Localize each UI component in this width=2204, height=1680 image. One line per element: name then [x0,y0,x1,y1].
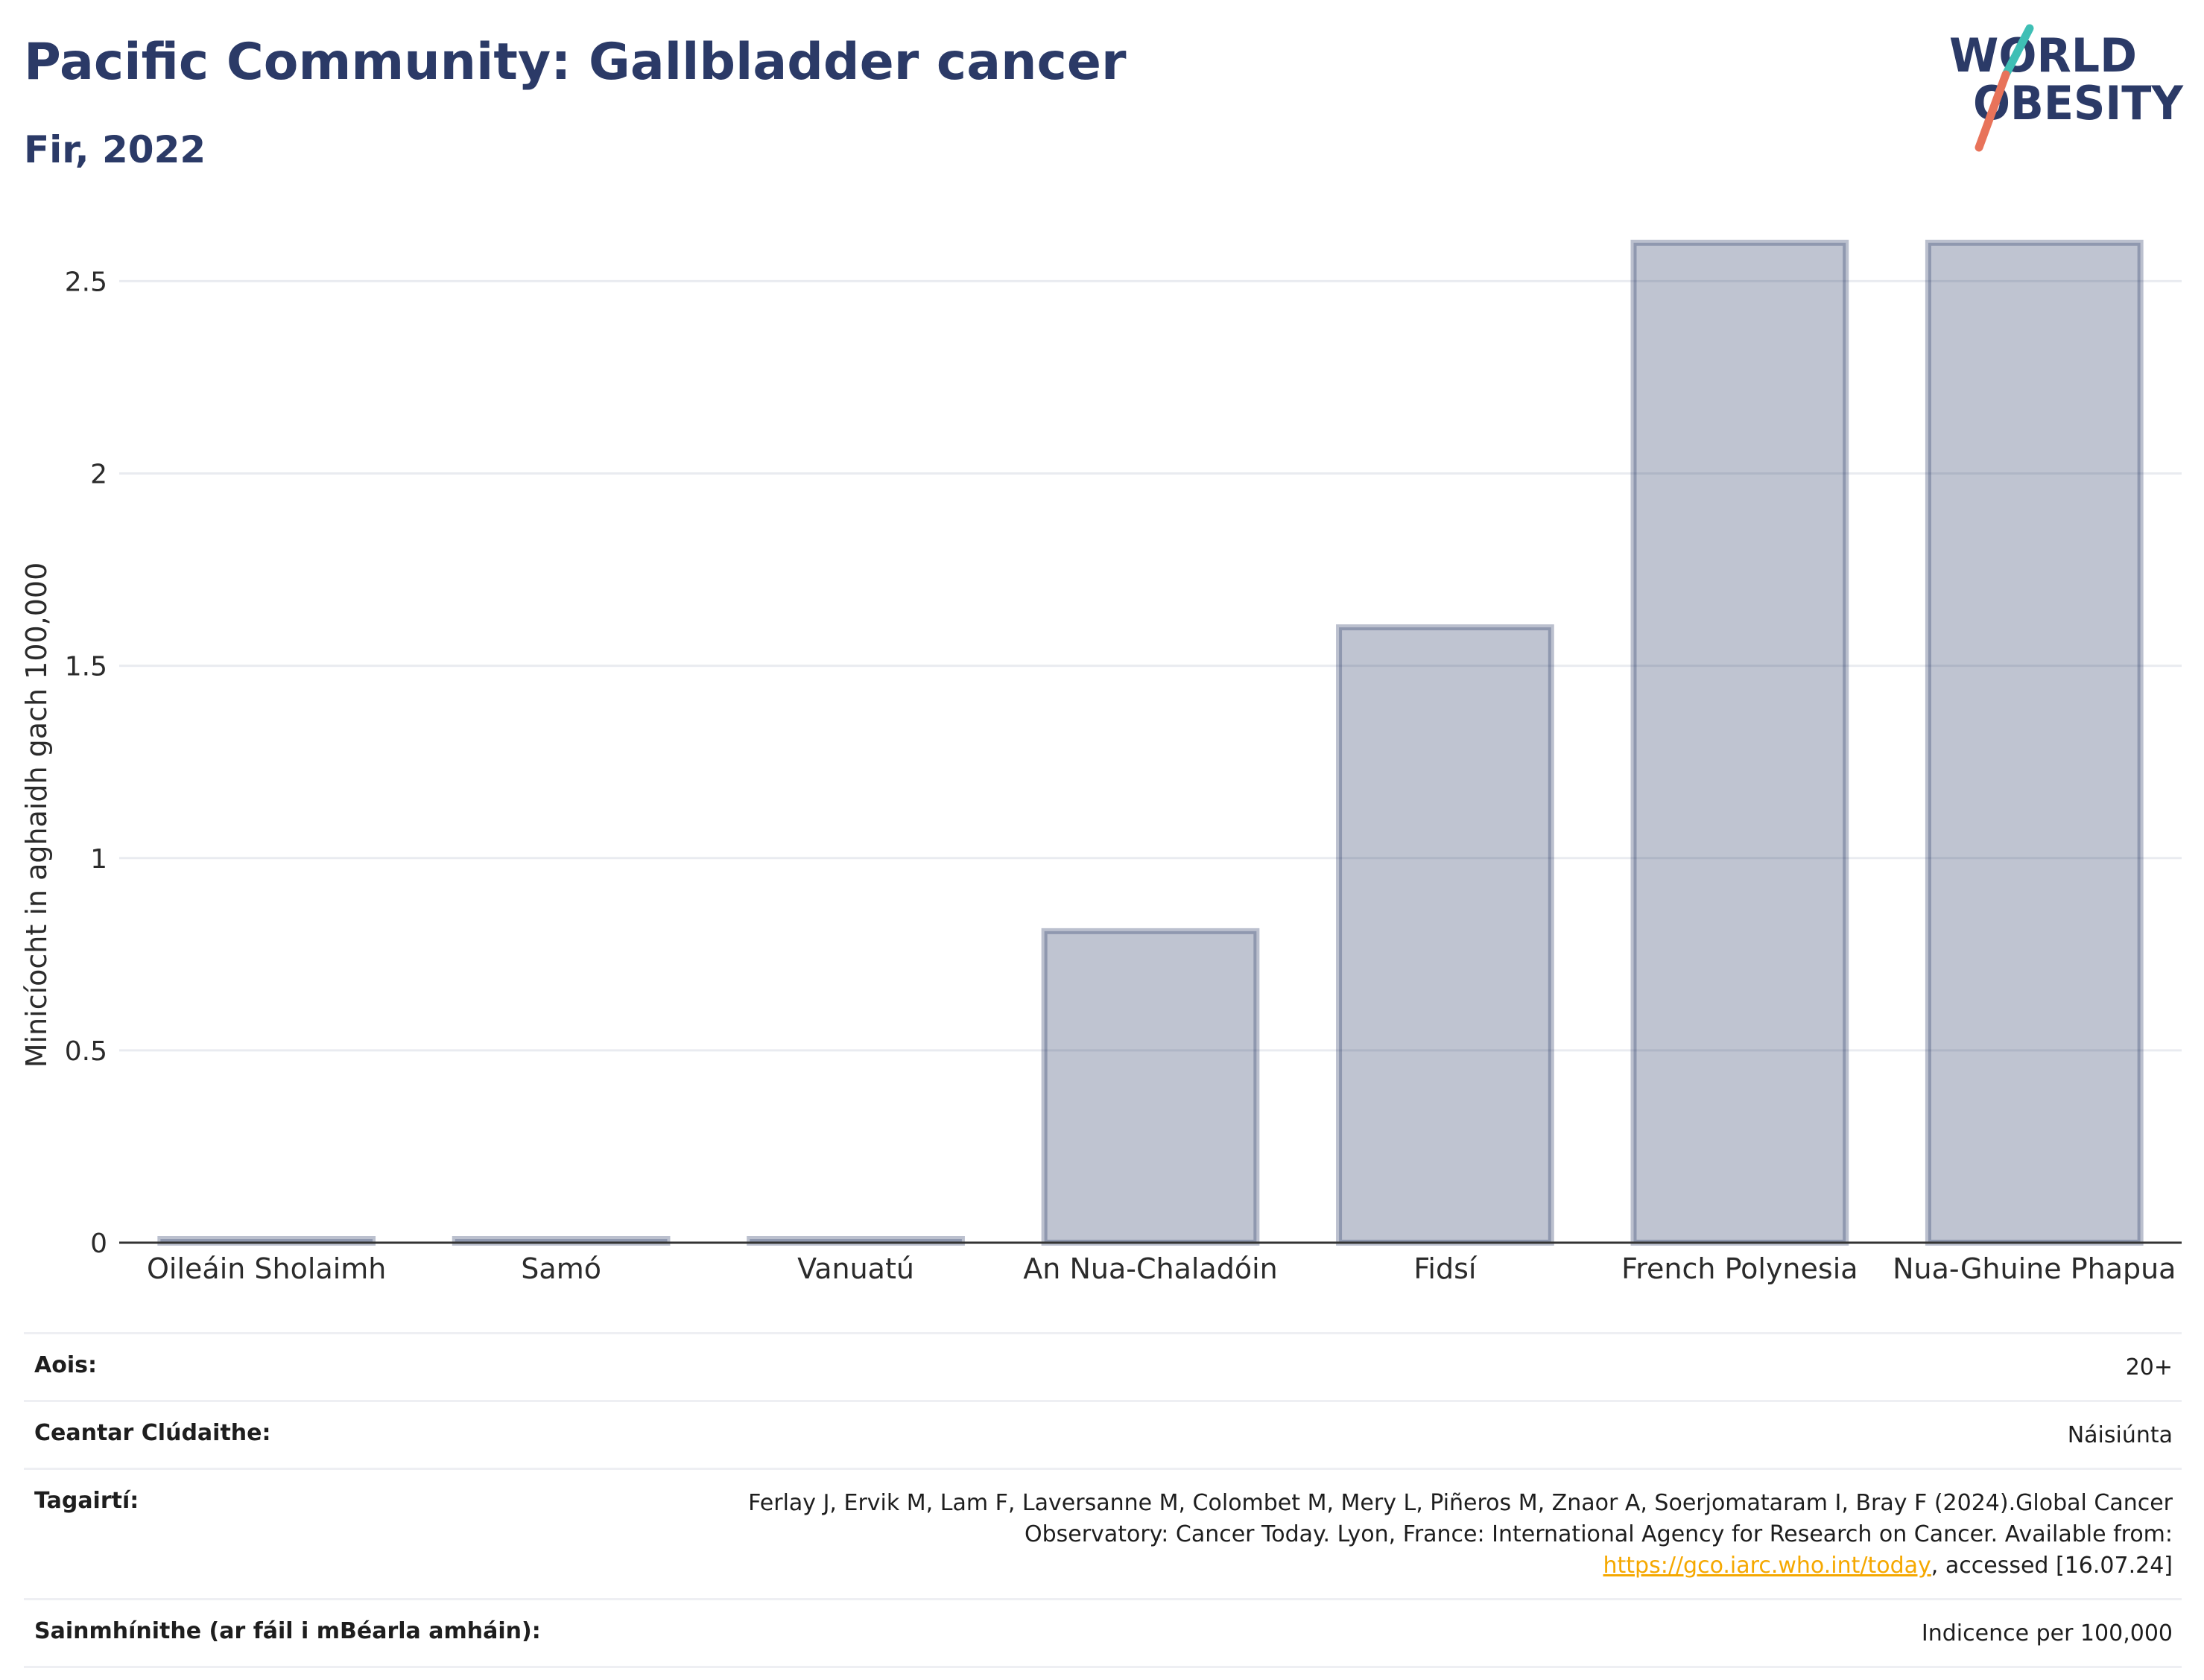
x-tick-label: Nua-Ghuine Phapua [1893,1252,2176,1285]
info-row-references: Tagairtí: Ferlay J, Ervik M, Lam F, Lave… [24,1468,2182,1598]
info-row-age: Aois: 20+ [24,1332,2182,1400]
bars [157,239,2144,1246]
bar[interactable] [1336,624,1554,1246]
bar[interactable] [1630,239,1849,1246]
x-tick-label: Samó [521,1252,601,1285]
age-value: 20+ [2125,1354,2173,1381]
references-value: Ferlay J, Ervik M, Lam F, Laversanne M, … [683,1488,2173,1582]
definitions-label: Sainmhínithe (ar fáil i mBéarla amháin): [34,1618,541,1644]
x-tick-labels: Oileáin Sholaimh Samó Vanuatú An Nua-Chalad… [147,1252,2176,1285]
info-table: Aois: 20+ Ceantar Clúdaithe: Náisiúnta T… [24,1332,2182,1668]
coverage-value: Náisiúnta [2067,1422,2173,1448]
age-label: Aois: [34,1352,97,1378]
bar[interactable] [1925,239,2144,1246]
y-tick-label: 0.5 [65,1036,107,1067]
info-row-definitions: Sainmhínithe (ar fáil i mBéarla amháin):… [24,1598,2182,1668]
x-tick-label: Vanuatú [797,1252,914,1285]
references-text-1: Ferlay J, Ervik M, Lam F, Laversanne M, … [748,1490,2173,1547]
y-tick-label: 2.5 [65,267,107,297]
x-tick-label: Oileáin Sholaimh [147,1252,386,1285]
references-label: Tagairtí: [34,1488,139,1514]
coverage-label: Ceantar Clúdaithe: [34,1420,271,1446]
logo-line-2: OBESITY [1973,76,2184,130]
references-link[interactable]: https://gco.iarc.who.int/today [1603,1553,1931,1579]
y-tick-label: 1 [90,844,107,875]
x-tick-label: Fidsí [1413,1252,1478,1285]
page-subtitle: Fir, 2022 [24,128,206,171]
bar[interactable] [1041,928,1260,1246]
y-tick-labels: 0 0.5 1 1.5 2 2.5 [65,267,107,1259]
bar-chart: 0 0.5 1 1.5 2 2.5 Oileáin Sholaimh Samó Vanuatú… [20,239,2182,1285]
logo-teal-slash [2001,24,2034,79]
y-tick-label: 2 [90,460,107,490]
x-tick-label: An Nua-Chaladóin [1023,1252,1277,1285]
x-tick-label: French Polynesia [1621,1252,1858,1285]
world-obesity-logo: WORLD OBESITY [1949,24,2184,152]
y-axis-label: Minicíocht in aghaidh gach 100,000 [20,562,53,1068]
page-title: Pacific Community: Gallbladder cancer [24,33,1127,92]
y-tick-label: 1.5 [65,652,107,682]
y-tick-label: 0 [90,1229,107,1259]
references-text-2: , accessed [16.07.24] [1931,1553,2173,1579]
logo-coral-slash [1975,70,2010,152]
gridlines [119,279,2182,1052]
definitions-value: Indicence per 100,000 [1921,1620,2173,1646]
info-row-coverage: Ceantar Clúdaithe: Náisiúnta [24,1400,2182,1468]
logo-line-1: WORLD [1949,28,2137,83]
